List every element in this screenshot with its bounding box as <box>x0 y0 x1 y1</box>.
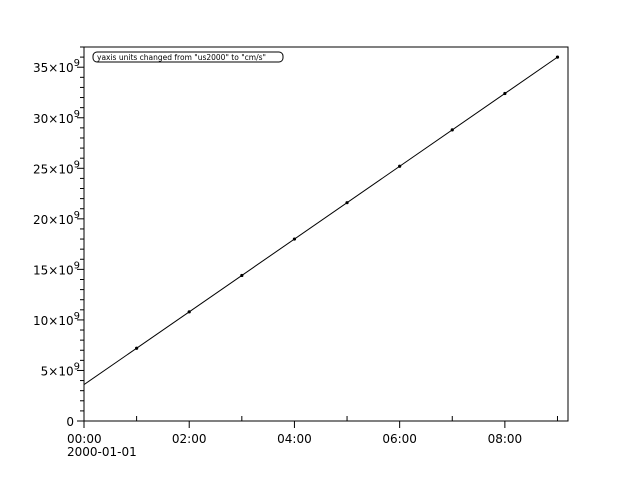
x-tick-label: 04:00 <box>277 432 312 446</box>
axis-ticks <box>77 46 558 428</box>
data-point <box>503 91 507 96</box>
x-tick-label: 00:00 <box>67 432 102 446</box>
y-tick-label: 0 <box>66 415 74 429</box>
x-date-label: 2000-01-01 <box>67 445 137 459</box>
y-tick-label: 15×109 <box>33 260 80 277</box>
data-marks <box>83 55 560 386</box>
annotation-box <box>92 51 284 63</box>
data-point <box>345 201 349 205</box>
plot-frame <box>83 46 569 422</box>
x-tick-label: 08:00 <box>488 432 523 446</box>
data-point <box>240 273 244 278</box>
y-tick-label: 10×109 <box>33 311 80 328</box>
y-tick-label: 20×109 <box>33 210 80 227</box>
data-point <box>187 310 191 314</box>
data-point <box>398 164 402 168</box>
data-point <box>450 128 454 132</box>
y-tick-label: 5×109 <box>41 361 80 378</box>
data-point <box>135 346 139 350</box>
data-point <box>555 55 560 59</box>
y-tick-label: 30×109 <box>33 109 80 126</box>
x-tick-label: 06:00 <box>382 432 417 446</box>
data-point <box>292 237 297 241</box>
annotation-text: yaxis units changed from "us2000" to "cm… <box>97 53 266 62</box>
y-tick-label: 35×109 <box>33 58 80 75</box>
tick-labels: 00:00 02:00 04:00 06:00 08:00 0 5×109 10×109 15×… <box>33 58 522 446</box>
y-tick-label: 25×109 <box>33 159 80 176</box>
x-tick-label: 02:00 <box>172 432 207 446</box>
series-line <box>83 56 558 386</box>
